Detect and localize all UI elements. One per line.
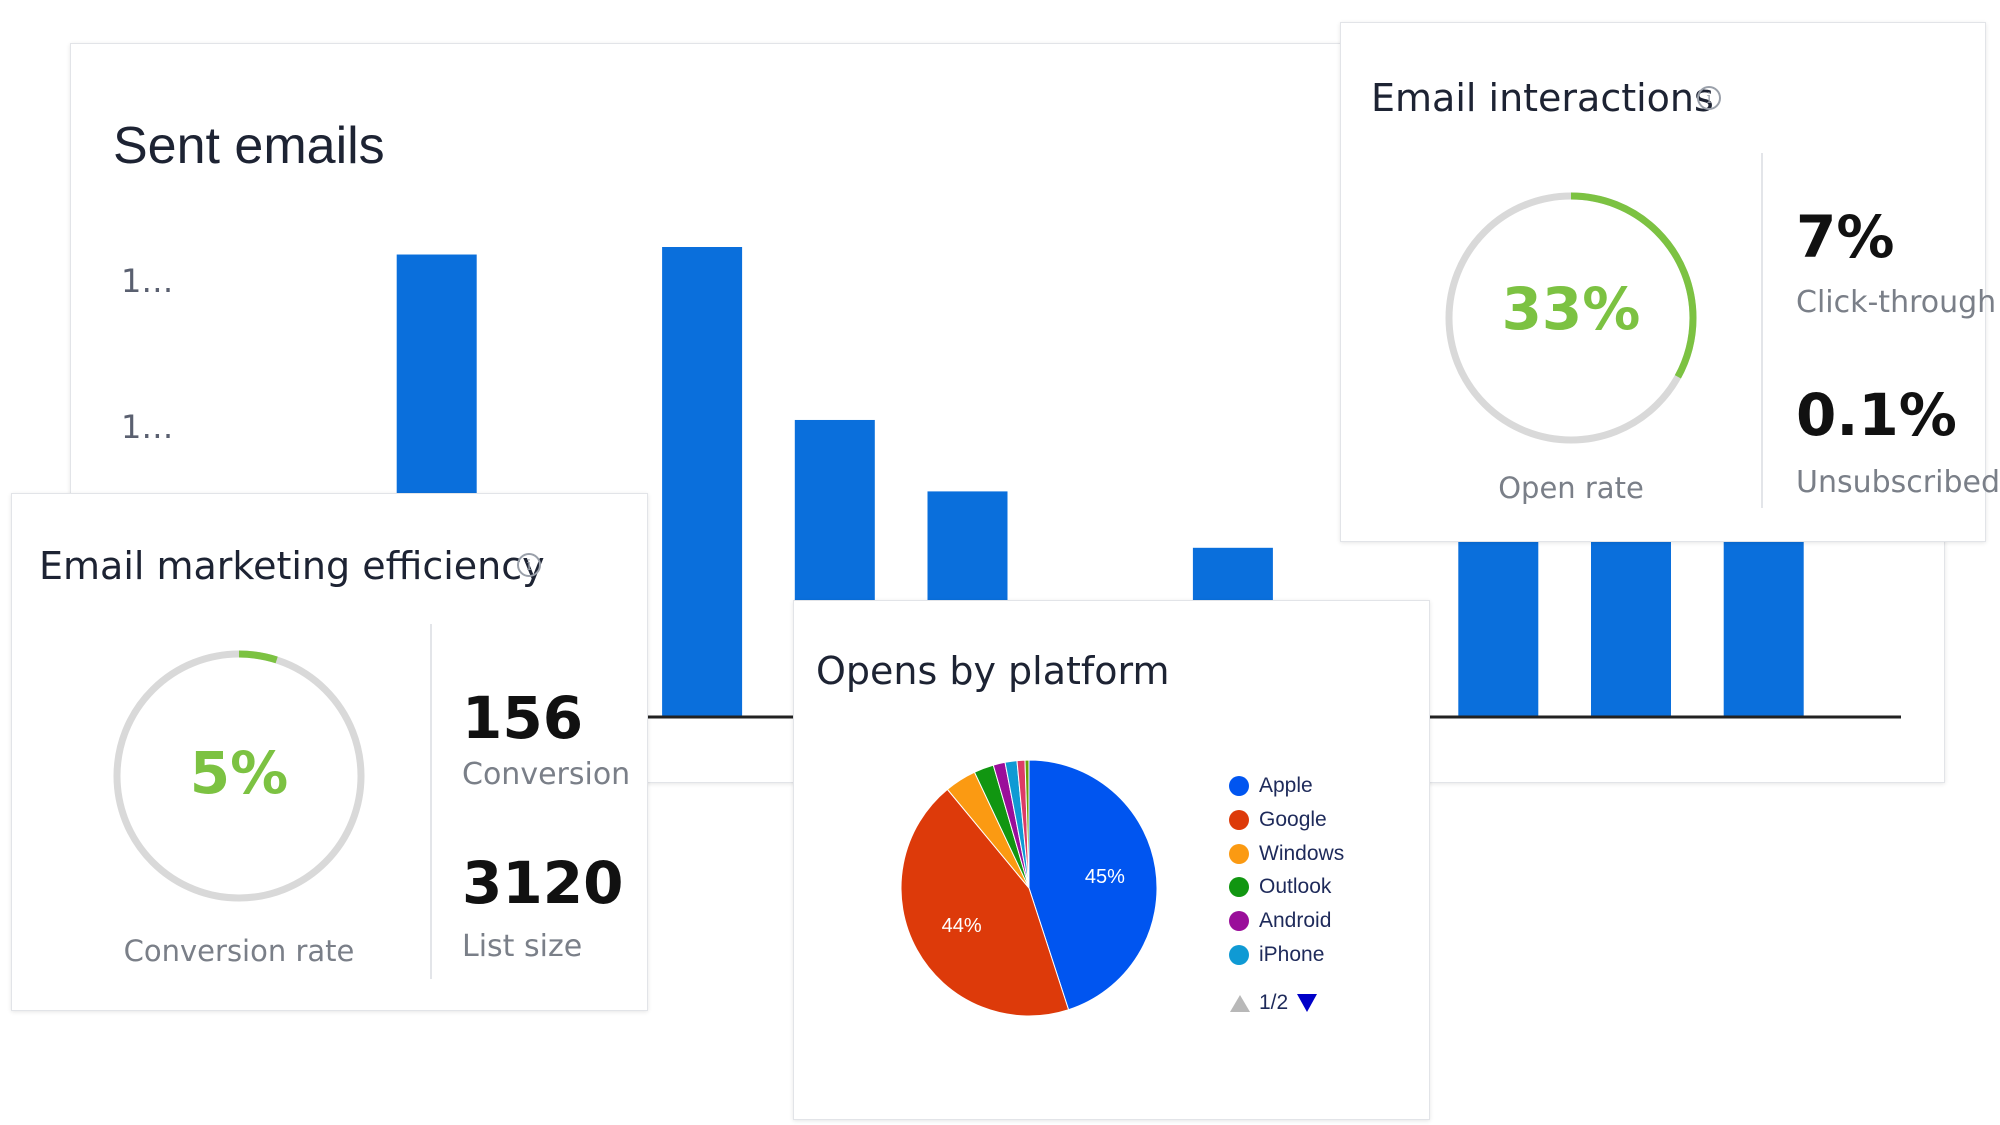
click-through-label: Click-through: [1796, 285, 1997, 320]
email-efficiency-card: Email marketing efficiency i 5% Conversi…: [11, 493, 648, 1011]
legend-dot: [1229, 911, 1249, 932]
opens-by-platform-pie: 45% 44%: [900, 759, 1158, 1017]
divider: [1761, 153, 1763, 508]
info-icon[interactable]: i: [517, 553, 541, 577]
list-size-value: 3120: [462, 849, 624, 917]
bar[interactable]: [1591, 517, 1671, 717]
triangle-down-icon[interactable]: [1296, 993, 1318, 1013]
triangle-up-icon[interactable]: [1229, 993, 1251, 1013]
legend-label: Android: [1259, 909, 1332, 933]
click-through-value: 7%: [1796, 203, 1895, 271]
bar[interactable]: [662, 247, 743, 717]
unsubscribed-label: Unsubscribed: [1796, 465, 2000, 500]
info-icon[interactable]: i: [1697, 86, 1721, 110]
bar[interactable]: [1458, 540, 1539, 717]
email-interactions-title: Email interactions: [1371, 76, 1714, 120]
unsubscribed-value: 0.1%: [1796, 381, 1957, 449]
opens-by-platform-card: Opens by platform 45% 44% Apple Google Wind…: [793, 600, 1430, 1120]
email-efficiency-title: Email marketing efficiency: [39, 544, 545, 588]
open-rate-ring: [1445, 192, 1697, 444]
legend-label: iPhone: [1259, 943, 1325, 966]
conversion-rate-value: 5%: [189, 739, 289, 807]
pager-text: 1/2: [1259, 991, 1289, 1014]
legend-pager: 1/2: [1229, 991, 1318, 1015]
pie-slice-label: 44%: [942, 915, 982, 937]
legend-label: Apple: [1259, 774, 1313, 797]
legend-item-windows[interactable]: Windows: [1229, 839, 1344, 869]
conversion-value: 156: [462, 684, 584, 752]
legend-item-apple[interactable]: Apple: [1229, 771, 1313, 801]
legend-dot: [1229, 843, 1249, 864]
conversion-rate-label: Conversion rate: [123, 934, 355, 968]
open-rate-label: Open rate: [1498, 471, 1644, 505]
legend-label: Google: [1259, 807, 1327, 831]
pie-slice-apple[interactable]: [1028, 759, 1158, 1011]
divider: [430, 624, 432, 979]
sent-emails-title: Sent emails: [113, 117, 385, 175]
open-rate-value: 33%: [1501, 275, 1641, 343]
pie-slice-other-2[interactable]: [1024, 759, 1030, 889]
list-size-label: List size: [462, 929, 583, 964]
pie-slice-label: 45%: [1085, 866, 1125, 888]
legend-item-google[interactable]: Google: [1229, 805, 1327, 835]
y-tick-label: 1…: [121, 262, 174, 300]
legend-dot: [1229, 776, 1249, 796]
legend-item-android[interactable]: Android: [1229, 906, 1331, 936]
opens-by-platform-title: Opens by platform: [816, 649, 1170, 693]
legend-dot: [1229, 809, 1249, 830]
legend-label: Outlook: [1259, 875, 1332, 899]
bar[interactable]: [1723, 513, 1804, 717]
legend-dot: [1229, 945, 1249, 965]
email-interactions-card: Email interactions i 33% Open rate 7% Cl…: [1340, 22, 2000, 542]
ring-progress: [1445, 192, 1697, 444]
legend-dot: [1229, 877, 1249, 898]
legend-item-iphone[interactable]: iPhone: [1229, 940, 1324, 970]
y-tick-label: 1…: [121, 408, 174, 446]
conversion-rate-ring: [113, 650, 365, 902]
ring-progress: [113, 650, 365, 902]
pie-slice-google[interactable]: [900, 788, 1070, 1017]
legend-label: Windows: [1259, 841, 1345, 865]
conversion-label: Conversion: [462, 757, 631, 792]
legend-item-outlook[interactable]: Outlook: [1229, 872, 1331, 902]
